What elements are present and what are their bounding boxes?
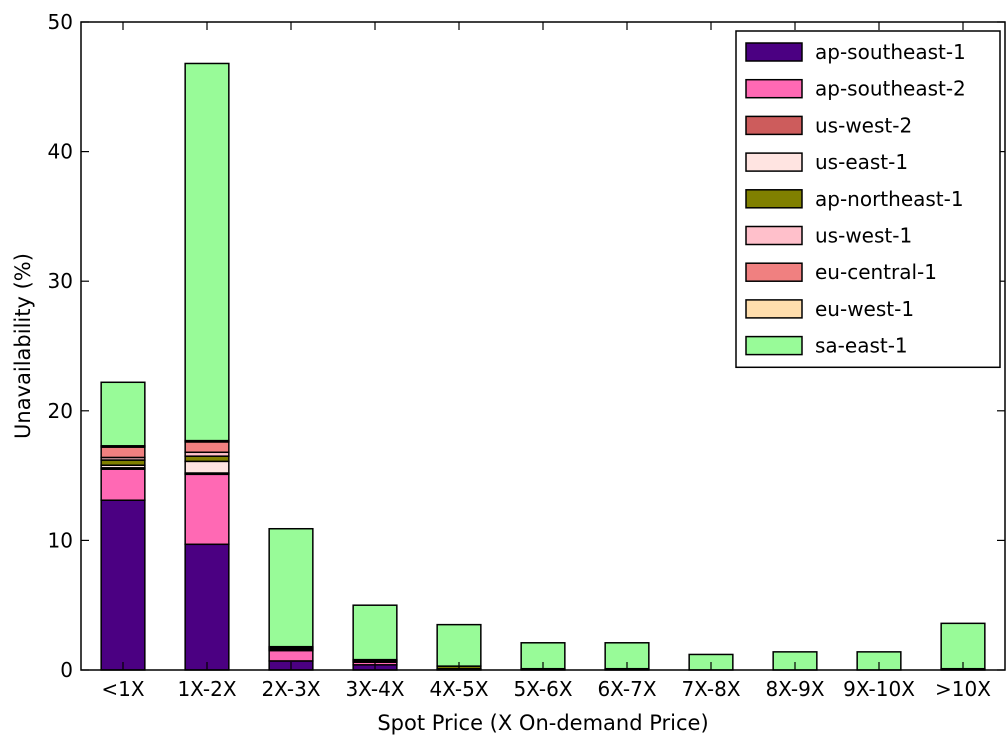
y-axis-label: Unavailability (%)	[11, 253, 35, 439]
legend-label-ap-southeast-1: ap-southeast-1	[815, 40, 966, 64]
y-tick-label: 0	[60, 658, 73, 682]
x-tick-label: 7X-8X	[681, 677, 740, 701]
bar-segment-sa-east-1-0	[100, 381, 146, 447]
bar-segment-sa-east-1-10	[940, 622, 986, 670]
legend: ap-southeast-1 ap-southeast-2 us-west-2 us-…	[735, 30, 1001, 369]
legend-swatch-ap-northeast-1	[745, 189, 803, 209]
legend-swatch-us-west-2	[745, 115, 803, 136]
bar-segment-ap-northeast-1-1	[184, 455, 230, 463]
bar-segment-sa-east-1-1	[184, 62, 230, 442]
legend-label-ap-northeast-1: ap-northeast-1	[815, 187, 964, 211]
y-tick-label: 50	[48, 10, 73, 34]
y-axis: 0 10 20 30 40 50	[48, 10, 1005, 682]
legend-label-us-west-1: us-west-1	[815, 224, 912, 248]
bar-segment-us-east-1-1	[184, 460, 230, 474]
legend-label-us-east-1: us-east-1	[815, 150, 908, 174]
x-tick-label: 6X-7X	[597, 677, 656, 701]
x-tick-label: >10X	[935, 677, 991, 701]
y-tick-label: 30	[48, 269, 73, 293]
bar-segment-ap-southeast-1-0	[100, 499, 146, 671]
x-tick-label: 3X-4X	[345, 677, 404, 701]
bar-segment-eu-central-1-0	[100, 446, 146, 459]
bar-segment-ap-northeast-1-0	[100, 459, 146, 466]
bar-segment-eu-central-1-1	[184, 441, 230, 454]
legend-swatch-sa-east-1	[745, 335, 803, 356]
y-tick-label: 20	[48, 399, 73, 423]
y-tick-label: 40	[48, 140, 73, 164]
x-tick-label: 8X-9X	[765, 677, 824, 701]
y-tick-label: 10	[48, 528, 73, 552]
x-axis: <1X 1X-2X 2X-3X 3X-4X 4X-5X 5X-6X 6X-7X 7X-8X 8X…	[101, 22, 991, 701]
x-tick-label: 9X-10X	[843, 677, 915, 701]
x-tick-label: 5X-6X	[513, 677, 572, 701]
bar-segment-ap-southeast-1-1	[184, 543, 230, 671]
legend-swatch-us-east-1	[745, 152, 803, 172]
bar-segment-sa-east-1-2	[268, 527, 314, 648]
x-tick-label: 2X-3X	[261, 677, 320, 701]
x-tick-label: <1X	[101, 677, 144, 701]
bar-segment-sa-east-1-3	[352, 604, 398, 661]
legend-swatch-ap-southeast-2	[745, 78, 803, 99]
legend-swatch-eu-central-1	[745, 262, 803, 282]
legend-label-us-west-2: us-west-2	[815, 113, 912, 137]
legend-label-eu-west-1: eu-west-1	[815, 297, 914, 321]
legend-swatch-ap-southeast-1	[745, 42, 803, 62]
bar-segment-ap-southeast-2-1	[184, 473, 230, 546]
bars-layer	[100, 62, 986, 671]
x-tick-label: 1X-2X	[177, 677, 236, 701]
bar-segment-sa-east-1-4	[436, 623, 482, 667]
x-axis-label: Spot Price (X On-demand Price)	[377, 711, 708, 735]
bar-segment-ap-southeast-2-2	[268, 649, 314, 662]
bar-segment-ap-southeast-2-0	[100, 468, 146, 501]
legend-swatch-eu-west-1	[745, 299, 803, 319]
legend-label-eu-central-1: eu-central-1	[815, 260, 937, 284]
legend-swatch-us-west-1	[745, 225, 803, 246]
legend-label-sa-east-1: sa-east-1	[815, 334, 908, 358]
legend-label-ap-southeast-2: ap-southeast-2	[815, 77, 966, 101]
x-tick-label: 4X-5X	[429, 677, 488, 701]
